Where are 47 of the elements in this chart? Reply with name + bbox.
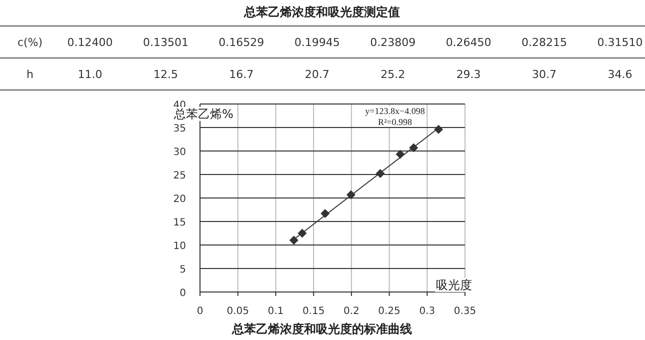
data-label: 30.7 — [532, 68, 557, 81]
y-tick-label: 20 — [173, 194, 186, 205]
x-tick-label: 0.05 — [226, 306, 249, 317]
data-label: 20.7 — [304, 68, 330, 81]
point — [289, 236, 298, 245]
data-label: 34.6 — [608, 68, 632, 81]
point — [346, 190, 356, 200]
y-tick-label: 25 — [173, 170, 186, 182]
data-label: 25.2 — [380, 68, 406, 81]
x-tick-label: 0.15 — [302, 306, 325, 317]
category-label: 0.12400 — [67, 36, 113, 49]
annotation: y=123.8x−4.098 — [365, 106, 426, 116]
y-tick-label: 5 — [180, 264, 186, 276]
category-label: 0.13501 — [142, 36, 188, 49]
y-tick-label: 0 — [180, 288, 186, 299]
category-label: 0.16529 — [218, 36, 264, 49]
y-tick-label: 35 — [173, 124, 186, 134]
x-tick-label: 0.3 — [419, 306, 436, 317]
x-tick-label: 0.25 — [378, 306, 400, 317]
point — [434, 124, 444, 134]
data-label: 29.3 — [456, 68, 481, 81]
point — [396, 150, 405, 159]
point — [298, 228, 307, 238]
category-label: 0.26450 — [446, 36, 492, 49]
y-tick-label: 30 — [173, 147, 186, 158]
category-label: 0.19945 — [294, 36, 340, 49]
point — [320, 209, 330, 218]
x-tick-label: 0.1 — [268, 306, 284, 317]
text: c(%) — [17, 36, 43, 49]
y-tick-label: 15 — [173, 218, 186, 228]
annotation: R²=0.998 — [378, 117, 413, 127]
data-label: 11.0 — [78, 68, 102, 81]
category-label: 0.23809 — [370, 36, 416, 49]
category-label: 0.28215 — [522, 36, 568, 49]
data-label: 12.5 — [153, 68, 178, 81]
data-label: 16.7 — [229, 68, 254, 81]
y-tick-label: 10 — [173, 241, 186, 252]
x-axis-title: 吸光度 — [436, 278, 472, 292]
text: 总苯乙烯浓度和吸光度测定值 — [243, 5, 400, 19]
x-tick-label: 0 — [196, 306, 204, 317]
point — [376, 169, 385, 178]
x-tick-label: 0.2 — [343, 306, 360, 317]
x-tick-label: 0.35 — [454, 306, 476, 317]
text: h — [26, 68, 34, 81]
point — [409, 143, 418, 152]
text: 总苯乙烯浓度和吸光度的标准曲线 — [231, 322, 412, 336]
category-label: 0.31510 — [597, 36, 643, 49]
